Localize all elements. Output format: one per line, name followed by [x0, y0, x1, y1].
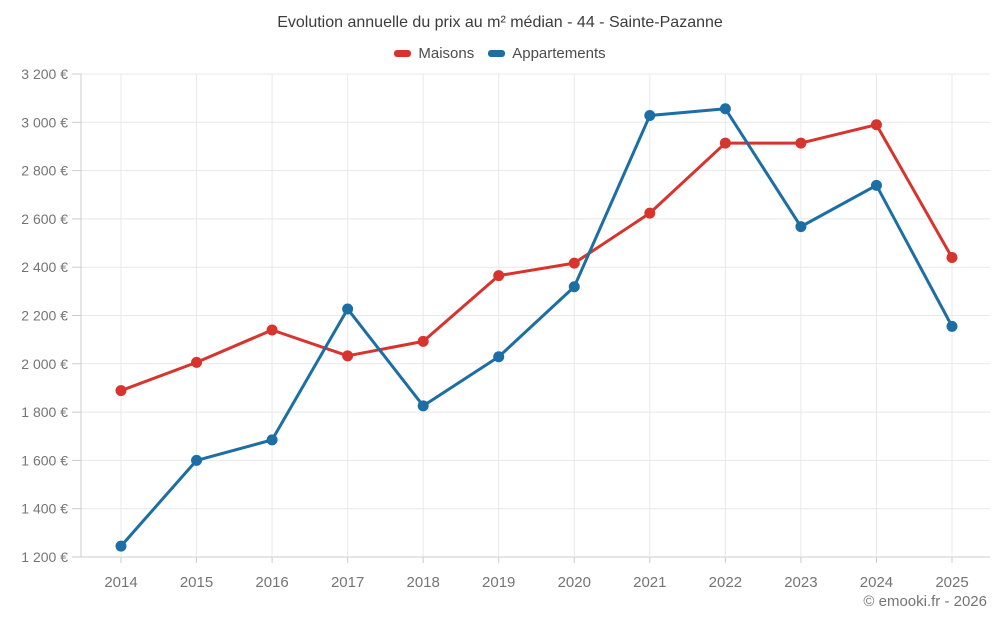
data-point-maisons-2020[interactable] — [568, 257, 580, 269]
data-point-maisons-2014[interactable] — [115, 385, 127, 397]
data-point-maisons-2023[interactable] — [795, 137, 807, 149]
data-point-appartements-2023[interactable] — [795, 221, 807, 233]
data-point-maisons-2018[interactable] — [417, 335, 429, 347]
data-point-appartements-2022[interactable] — [719, 103, 731, 115]
y-tick-label: 1 800 € — [21, 404, 68, 420]
legend-swatch-icon — [394, 50, 412, 57]
x-tick-label: 2017 — [331, 574, 364, 591]
attribution: © emooki.fr - 2026 — [863, 593, 987, 610]
legend-swatch-icon — [488, 50, 506, 57]
data-point-appartements-2025[interactable] — [946, 320, 958, 332]
y-tick-label: 2 200 € — [21, 308, 68, 324]
data-point-maisons-2016[interactable] — [266, 324, 278, 336]
y-tick-label: 2 600 € — [21, 211, 68, 227]
x-tick-label: 2025 — [935, 574, 968, 591]
data-point-appartements-2016[interactable] — [266, 434, 278, 446]
x-tick-label: 2014 — [104, 574, 137, 591]
data-point-maisons-2017[interactable] — [342, 350, 354, 362]
legend-item-maisons[interactable]: Maisons — [394, 45, 474, 62]
x-tick-label: 2023 — [784, 574, 817, 591]
series-line-appartements — [119, 107, 954, 548]
x-tick-label: 2019 — [482, 574, 515, 591]
y-tick-label: 1 200 € — [21, 549, 68, 565]
x-tick-label: 2021 — [633, 574, 666, 591]
x-tick-label: 2018 — [406, 574, 439, 591]
data-point-maisons-2021[interactable] — [644, 207, 656, 219]
data-point-appartements-2014[interactable] — [115, 540, 127, 552]
data-point-appartements-2020[interactable] — [568, 281, 580, 293]
series-line-maisons — [119, 123, 954, 393]
x-tick-label: 2016 — [255, 574, 288, 591]
data-point-appartements-2018[interactable] — [417, 400, 429, 412]
x-tick-label: 2020 — [558, 574, 591, 591]
y-tick-label: 1 400 € — [21, 501, 68, 517]
legend: Maisons Appartements — [0, 45, 1000, 62]
y-tick-label: 2 400 € — [21, 259, 68, 275]
data-point-appartements-2024[interactable] — [870, 179, 882, 191]
legend-label: Maisons — [418, 45, 475, 62]
chart-title: Evolution annuelle du prix au m² médian … — [277, 14, 723, 31]
data-point-appartements-2015[interactable] — [191, 454, 203, 466]
x-tick-label: 2015 — [180, 574, 213, 591]
data-point-appartements-2019[interactable] — [493, 351, 505, 363]
data-point-maisons-2025[interactable] — [946, 252, 958, 264]
data-point-appartements-2017[interactable] — [342, 303, 354, 315]
y-tick-label: 3 000 € — [21, 114, 68, 130]
y-tick-label: 1 600 € — [21, 452, 68, 468]
legend-label: Appartements — [512, 45, 606, 62]
data-point-maisons-2024[interactable] — [870, 119, 882, 131]
data-point-maisons-2015[interactable] — [191, 356, 203, 368]
y-tick-label: 2 000 € — [21, 356, 68, 372]
legend-item-appartements[interactable]: Appartements — [488, 45, 606, 62]
data-point-maisons-2022[interactable] — [719, 137, 731, 149]
y-tick-label: 2 800 € — [21, 163, 68, 179]
x-tick-label: 2022 — [709, 574, 742, 591]
data-point-maisons-2019[interactable] — [493, 270, 505, 282]
y-tick-label: 3 200 € — [21, 66, 68, 82]
data-point-appartements-2021[interactable] — [644, 110, 656, 122]
x-tick-label: 2024 — [860, 574, 893, 591]
